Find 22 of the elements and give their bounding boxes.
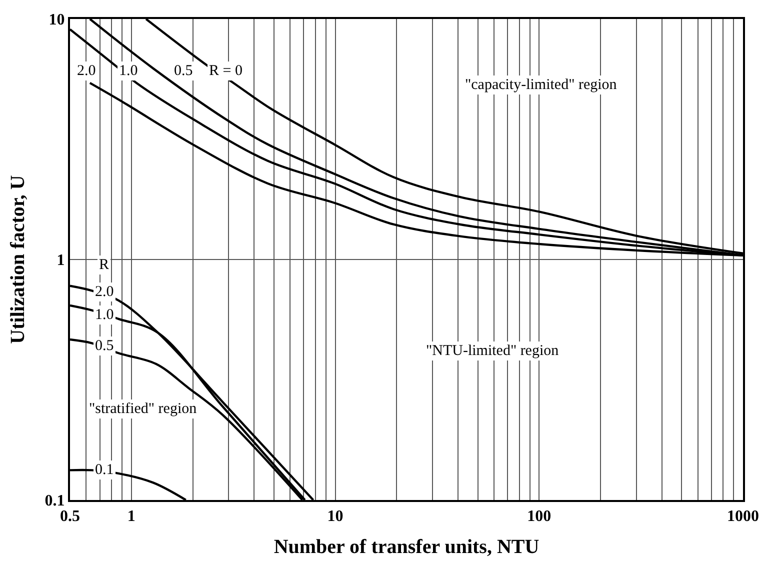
annotation: "stratified" region	[89, 401, 198, 417]
x-tick-label: 0.5	[60, 508, 80, 526]
x-tick-label: 100	[527, 508, 552, 526]
annotation: 0.5	[174, 63, 193, 79]
annotation: R	[99, 257, 110, 273]
x-tick-label: 1000	[727, 508, 759, 526]
y-tick-label: 10	[48, 12, 65, 29]
annotation: 1.0	[95, 307, 114, 323]
x-tick-label: 10	[327, 508, 344, 526]
y-tick-label: 0.1	[44, 492, 65, 510]
x-tick-label: 1	[127, 508, 136, 526]
annotation: "NTU-limited" region	[426, 343, 560, 359]
y-axis-title: Utilization factor, U	[6, 175, 29, 344]
annotation: 0.5	[95, 338, 114, 354]
annotation: "capacity-limited" region	[465, 77, 618, 93]
y-tick-label: 1	[56, 252, 65, 270]
annotation: 2.0	[77, 63, 96, 79]
annotation: 2.0	[95, 284, 114, 300]
annotation: 1.0	[119, 63, 138, 79]
annotation: R = 0	[209, 63, 242, 79]
annotation: 0.1	[95, 462, 114, 478]
x-axis-title: Number of transfer units, NTU	[274, 536, 540, 558]
